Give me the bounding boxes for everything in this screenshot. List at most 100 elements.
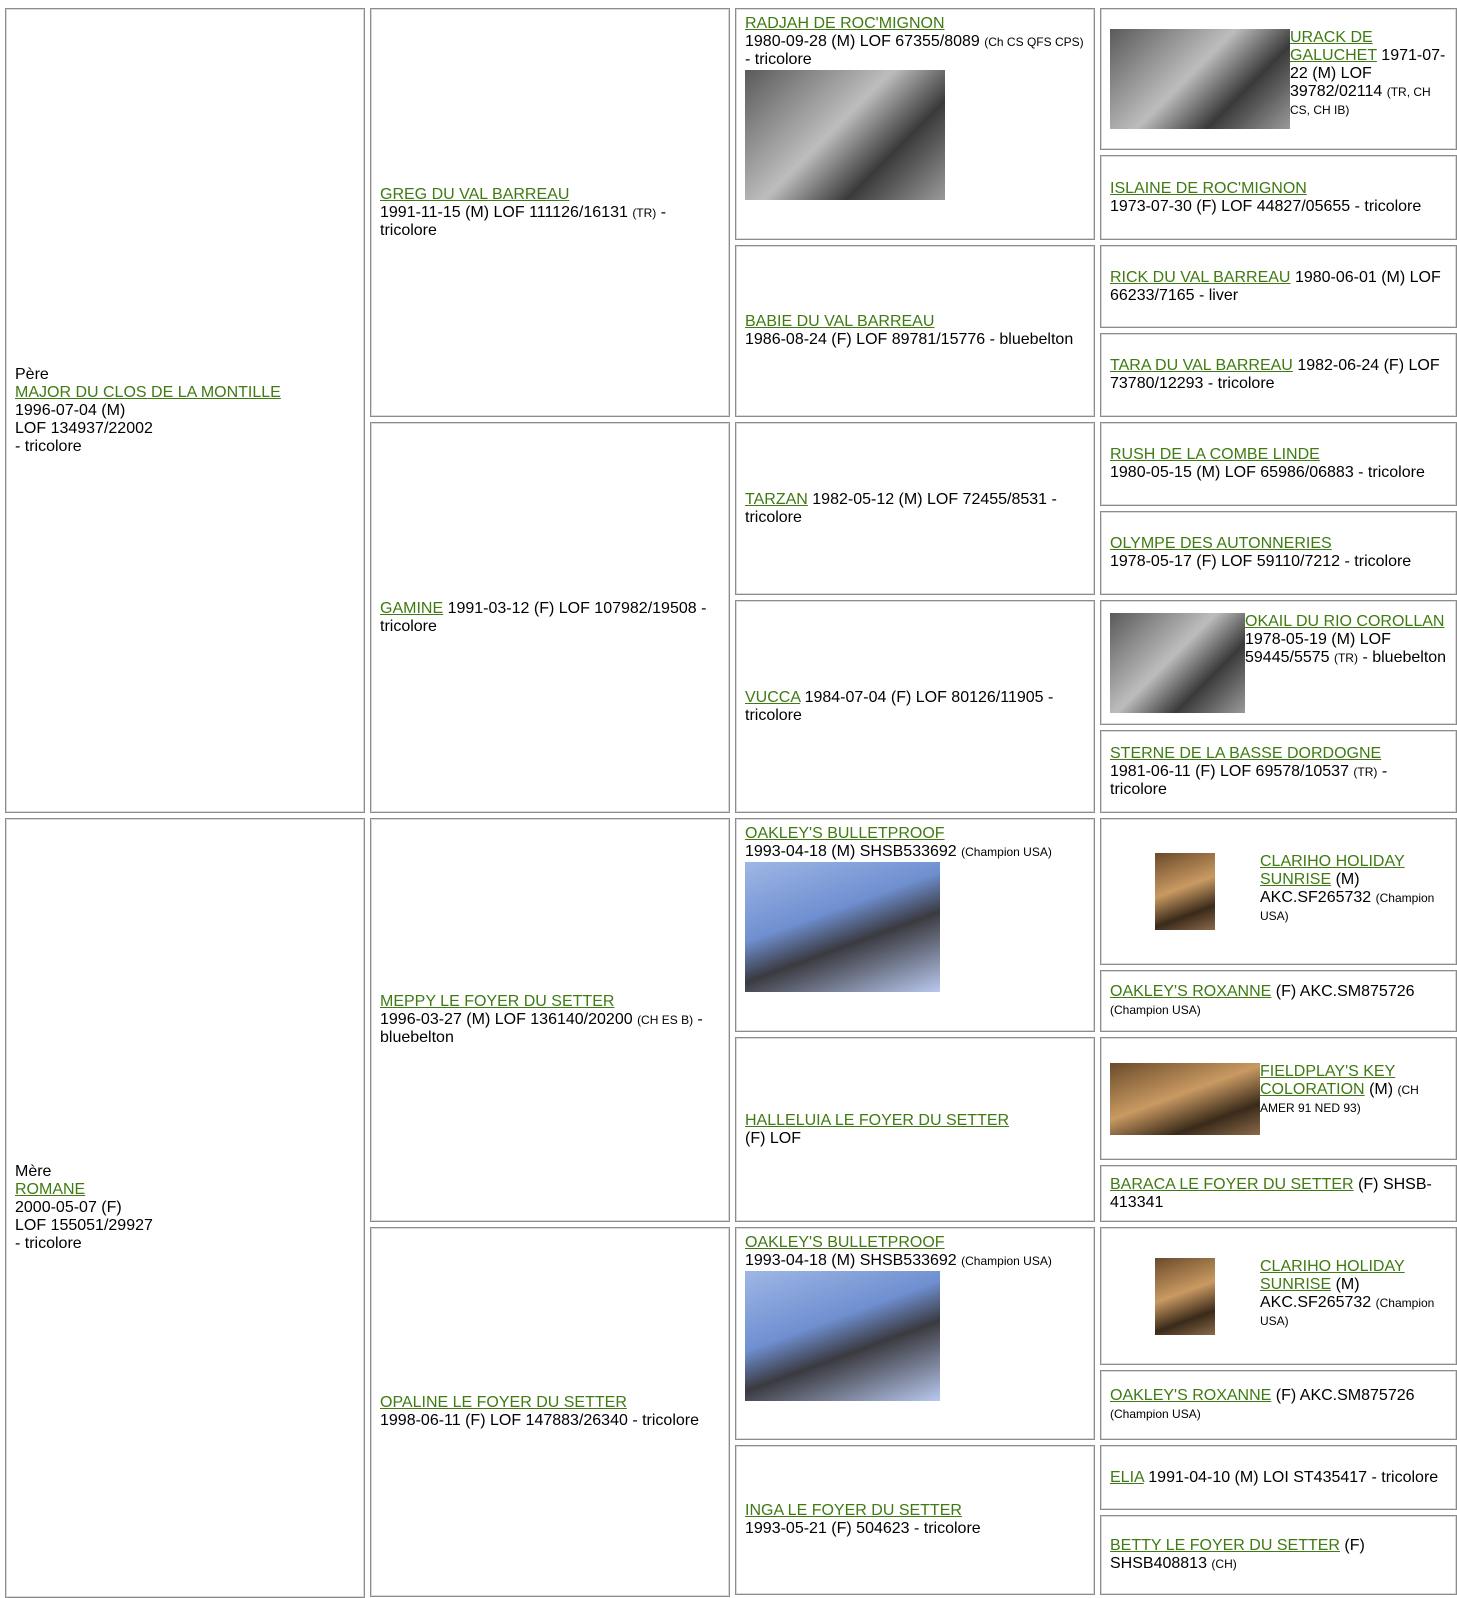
dog-info: OAKLEY'S BULLETPROOF 1993-04-18 (M) SHSB5…	[745, 825, 1052, 861]
dog-name-link[interactable]: CLARIHO HOLIDAY SUNRISE	[1260, 853, 1405, 888]
dog-info: OLYMPE DES AUTONNERIES 1978-05-17 (F) LOF…	[1110, 535, 1411, 571]
dog-name-link[interactable]: RICK DU VAL BARREAU	[1110, 268, 1291, 286]
dog-name-link[interactable]: STERNE DE LA BASSE DORDOGNE	[1110, 744, 1382, 762]
info-line: 1996-07-04 (M)	[15, 401, 126, 419]
dog-info: CLARIHO HOLIDAY SUNRISE (M) AKC.SF265732…	[1260, 1258, 1447, 1330]
pedigree-cell: OAKLEY'S BULLETPROOF 1993-04-18 (M) SHSB5…	[735, 818, 1095, 1032]
pedigree-cell: BABIE DU VAL BARREAU 1986-08-24 (F) LOF 8…	[735, 245, 1095, 417]
pedigree-cell: TARA DU VAL BARREAU 1982-06-24 (F) LOF 7…	[1100, 333, 1457, 417]
dog-info: INGA LE FOYER DU SETTER 1993-05-21 (F) 50…	[745, 1502, 981, 1538]
dog-name-link[interactable]: BARACA LE FOYER DU SETTER	[1110, 1175, 1354, 1193]
dog-name-link[interactable]: VUCCA	[745, 688, 801, 706]
dog-info: RICK DU VAL BARREAU 1980-06-01 (M) LOF 6…	[1110, 269, 1447, 305]
dog-info: CLARIHO HOLIDAY SUNRISE (M) AKC.SF265732…	[1260, 853, 1447, 925]
dog-name-link[interactable]: GREG DU VAL BARREAU	[380, 185, 570, 203]
title-note: (TR)	[1333, 650, 1358, 665]
dog-info: FIELDPLAY'S KEY COLORATION (M) (CH AMER …	[1260, 1063, 1447, 1117]
dog-name-link[interactable]: MAJOR DU CLOS DE LA MONTILLE	[15, 383, 281, 401]
pedigree-cell: MEPPY LE FOYER DU SETTER 1996-03-27 (M) L…	[370, 818, 730, 1222]
dog-photo	[1110, 29, 1290, 129]
dog-name-link[interactable]: RUSH DE LA COMBE LINDE	[1110, 446, 1320, 463]
dog-details: 1993-05-21 (F) 504623 - tricolore	[745, 1520, 981, 1537]
info-line: - tricolore	[15, 437, 82, 455]
dog-name-link[interactable]: OAKLEY'S BULLETPROOF	[745, 825, 945, 842]
pedigree-cell: CLARIHO HOLIDAY SUNRISE (M) AKC.SF265732…	[1100, 1227, 1457, 1365]
dog-info: OAKLEY'S ROXANNE (F) AKC.SM875726 (Champ…	[1110, 1387, 1447, 1423]
cell-content: CLARIHO HOLIDAY SUNRISE (M) AKC.SF265732…	[1110, 1257, 1447, 1335]
pedigree-cell: FIELDPLAY'S KEY COLORATION (M) (CH AMER …	[1100, 1037, 1457, 1160]
coat-color: - tricolore	[1110, 762, 1388, 798]
dog-info: TARZAN 1982-05-12 (M) LOF 72455/8531 - t…	[745, 491, 1085, 527]
cell-content: OAKLEY'S BULLETPROOF 1993-04-18 (M) SHSB5…	[745, 825, 1052, 992]
dog-info: RUSH DE LA COMBE LINDE 1980-05-15 (M) LOF…	[1110, 446, 1425, 482]
dog-name-link[interactable]: URACK DE GALUCHET	[1290, 29, 1377, 64]
dog-info: STERNE DE LA BASSE DORDOGNE 1981-06-11 (F…	[1110, 745, 1447, 799]
dog-photo	[1110, 612, 1245, 713]
dog-info: TARA DU VAL BARREAU 1982-06-24 (F) LOF 7…	[1110, 357, 1447, 393]
title-note: (Ch CS QFS CPS)	[984, 35, 1084, 49]
dog-name-link[interactable]: MEPPY LE FOYER DU SETTER	[380, 993, 615, 1010]
dog-name-link[interactable]: ROMANE	[15, 1181, 86, 1198]
title-note: (Champion USA)	[1260, 1295, 1435, 1328]
dog-name-link[interactable]: ISLAINE DE ROC'MIGNON	[1110, 179, 1307, 197]
info-line: LOF 155051/29927	[15, 1217, 153, 1234]
pedigree-cell: OKAIL DU RIO COROLLAN 1978-05-19 (M) LOF…	[1100, 600, 1457, 725]
dog-details: 1996-03-27 (M) LOF 136140/20200	[380, 1011, 633, 1028]
dog-name-link[interactable]: HALLELUIA LE FOYER DU SETTER	[745, 1111, 1010, 1129]
dog-info: OAKLEY'S ROXANNE (F) AKC.SM875726 (Champ…	[1110, 983, 1447, 1019]
title-note: (CH)	[1211, 1557, 1237, 1571]
dog-info: BETTY LE FOYER DU SETTER (F) SHSB408813 …	[1110, 1537, 1447, 1573]
dog-details: 1978-05-17 (F) LOF 59110/7212 - tricolor…	[1110, 553, 1412, 570]
dog-info: VUCCA 1984-07-04 (F) LOF 80126/11905 - t…	[745, 689, 1085, 725]
cell-content: OKAIL DU RIO COROLLAN 1978-05-19 (M) LOF…	[1110, 612, 1447, 713]
dog-name-link[interactable]: OLYMPE DES AUTONNERIES	[1110, 535, 1332, 552]
dog-info: OPALINE LE FOYER DU SETTER 1998-06-11 (F)…	[380, 1394, 699, 1430]
dog-info: HALLELUIA LE FOYER DU SETTER (F) LOF	[745, 1112, 1009, 1148]
pedigree-cell: OPALINE LE FOYER DU SETTER 1998-06-11 (F)…	[370, 1227, 730, 1597]
title-note: (Champion USA)	[961, 1254, 1052, 1268]
dog-info: RADJAH DE ROC'MIGNON 1980-09-28 (M) LOF 6…	[745, 15, 1085, 69]
dog-details: 1991-04-10 (M) LOI ST435417 - tricolore	[1148, 1468, 1439, 1486]
dog-name-link[interactable]: GAMINE	[380, 599, 444, 617]
title-note: (TR)	[1353, 764, 1378, 779]
coat-color: - bluebelton	[380, 1011, 703, 1046]
dog-name-link[interactable]: OAKLEY'S ROXANNE	[1110, 983, 1272, 1000]
dog-name-link[interactable]: OKAIL DU RIO COROLLAN	[1245, 612, 1445, 630]
dog-name-link[interactable]: RADJAH DE ROC'MIGNON	[745, 15, 945, 32]
pedigree-cell: TARZAN 1982-05-12 (M) LOF 72455/8531 - t…	[735, 422, 1095, 595]
cell-content: URACK DE GALUCHET 1971-07-22 (M) LOF 397…	[1110, 29, 1447, 129]
title-note: (Champion USA)	[1260, 891, 1435, 923]
dog-info: OKAIL DU RIO COROLLAN 1978-05-19 (M) LOF…	[1245, 613, 1447, 667]
title-note: (CH ES B)	[637, 1013, 694, 1027]
dog-details: 1980-06-01 (M) LOF 66233/7165 - liver	[1110, 268, 1441, 304]
dog-name-link[interactable]: TARZAN	[745, 490, 808, 508]
dog-name-link[interactable]: OPALINE LE FOYER DU SETTER	[380, 1394, 627, 1411]
dog-info: BARACA LE FOYER DU SETTER (F) SHSB-41334…	[1110, 1176, 1447, 1212]
coat-color: - tricolore	[380, 203, 667, 239]
dog-name-link[interactable]: OAKLEY'S BULLETPROOF	[745, 1234, 945, 1251]
pedigree-cell: BARACA LE FOYER DU SETTER (F) SHSB-41334…	[1100, 1165, 1457, 1222]
dog-name-link[interactable]: TARA DU VAL BARREAU	[1110, 357, 1293, 374]
dog-name-link[interactable]: OAKLEY'S ROXANNE	[1110, 1387, 1272, 1404]
info-line: - tricolore	[15, 1235, 82, 1252]
dog-photo	[1155, 853, 1215, 930]
dog-details: 1998-06-11 (F) LOF 147883/26340 - tricol…	[380, 1412, 699, 1429]
dog-details: 1980-05-15 (M) LOF 65986/06883 - tricolo…	[1110, 464, 1425, 481]
dog-details: (F) AKC.SM875726	[1275, 983, 1415, 1000]
title-note: (Champion USA)	[961, 845, 1052, 859]
dog-name-link[interactable]: ELIA	[1110, 1468, 1144, 1486]
dog-name-link[interactable]: BABIE DU VAL BARREAU	[745, 313, 935, 330]
dog-photo	[745, 70, 945, 200]
pedigree-cell: OAKLEY'S ROXANNE (F) AKC.SM875726 (Champ…	[1100, 1370, 1457, 1440]
pedigree-cell: CLARIHO HOLIDAY SUNRISE (M) AKC.SF265732…	[1100, 818, 1457, 965]
dog-name-link[interactable]: BETTY LE FOYER DU SETTER	[1110, 1537, 1340, 1554]
dog-details: 1984-07-04 (F) LOF 80126/11905 - tricolo…	[745, 688, 1054, 724]
dog-name-link[interactable]: INGA LE FOYER DU SETTER	[745, 1502, 962, 1519]
pedigree-cell: STERNE DE LA BASSE DORDOGNE 1981-06-11 (F…	[1100, 730, 1457, 813]
dog-details: 1973-07-30 (F) LOF 44827/05655 - tricolo…	[1110, 197, 1422, 215]
dog-details: (M)	[1369, 1080, 1394, 1098]
dog-name-link[interactable]: CLARIHO HOLIDAY SUNRISE	[1260, 1257, 1405, 1293]
dog-info: OAKLEY'S BULLETPROOF 1993-04-18 (M) SHSB5…	[745, 1234, 1052, 1270]
dog-name-link[interactable]: FIELDPLAY'S KEY COLORATION	[1260, 1062, 1396, 1098]
